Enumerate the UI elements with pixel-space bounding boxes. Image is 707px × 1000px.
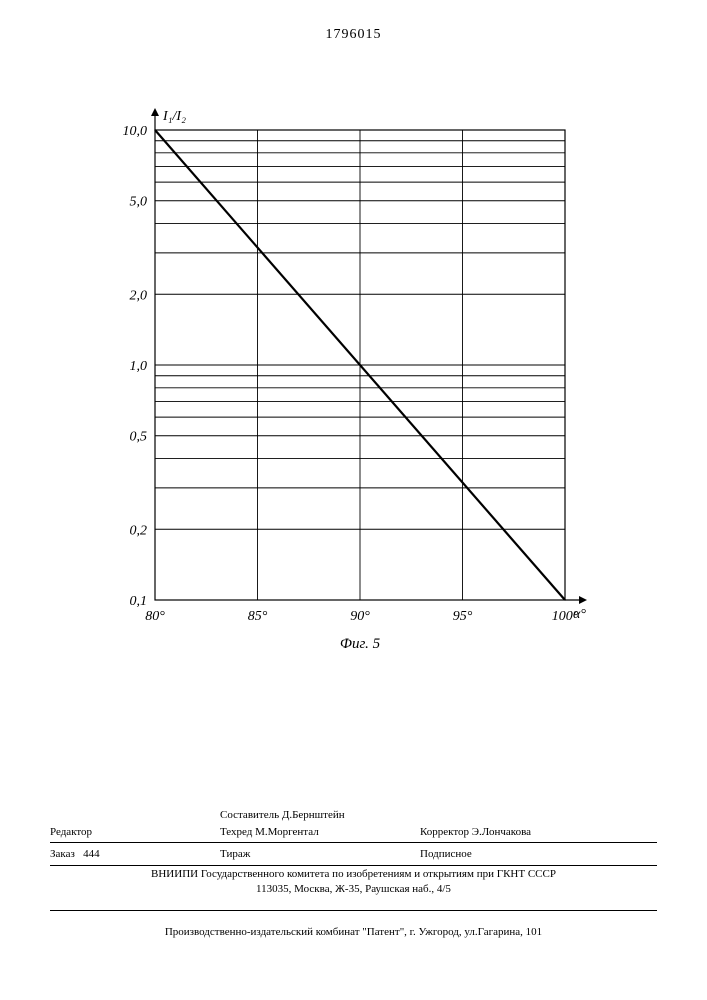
footer-credits-row: Редактор Техред М.Моргентал Корректор Э.… [50, 825, 657, 843]
footer-publisher: Производственно-издательский комбинат "П… [50, 925, 657, 940]
footer-section: Составитель Д.Бернштейн Редактор Техред … [50, 808, 657, 940]
compiler-name: Д.Бернштейн [282, 809, 345, 821]
svg-text:α°: α° [573, 607, 586, 622]
corrector-label: Корректор [420, 826, 469, 838]
org-address: 113035, Москва, Ж-35, Раушская наб., 4/5 [50, 882, 657, 897]
print-run-label: Тираж [220, 848, 250, 860]
svg-text:80°: 80° [145, 609, 165, 624]
footer-order-row: Заказ 444 Тираж Подписное [50, 847, 657, 865]
svg-text:95°: 95° [453, 609, 473, 624]
svg-text:10,0: 10,0 [123, 124, 148, 139]
chart-container: 0,10,20,51,02,05,010,080°85°90°95°100°I₁… [100, 100, 590, 660]
footer-compiler-row: Составитель Д.Бернштейн [50, 808, 657, 823]
semilog-chart: 0,10,20,51,02,05,010,080°85°90°95°100°I₁… [100, 100, 590, 660]
order-num: 444 [83, 848, 100, 860]
footer-organization: ВНИИПИ Государственного комитета по изоб… [50, 867, 657, 911]
svg-text:0,5: 0,5 [130, 430, 148, 445]
editor-label: Редактор [50, 826, 92, 838]
svg-text:I₁/I₂: I₁/I₂ [162, 109, 186, 124]
order-label: Заказ [50, 848, 75, 860]
svg-text:1,0: 1,0 [130, 359, 148, 374]
techred-name: М.Моргентал [255, 826, 319, 838]
svg-text:90°: 90° [350, 609, 370, 624]
svg-text:Фиг. 5: Фиг. 5 [340, 636, 381, 652]
svg-text:0,2: 0,2 [130, 523, 148, 538]
compiler-label: Составитель [220, 809, 279, 821]
svg-text:5,0: 5,0 [130, 195, 148, 210]
page-number: 1796015 [326, 27, 382, 43]
svg-text:2,0: 2,0 [130, 288, 148, 303]
org-name: ВНИИПИ Государственного комитета по изоб… [50, 867, 657, 882]
techred-label: Техред [220, 826, 252, 838]
svg-text:0,1: 0,1 [130, 594, 148, 609]
subscription-label: Подписное [420, 848, 472, 860]
corrector-name: Э.Лончакова [472, 826, 531, 838]
svg-text:85°: 85° [248, 609, 268, 624]
